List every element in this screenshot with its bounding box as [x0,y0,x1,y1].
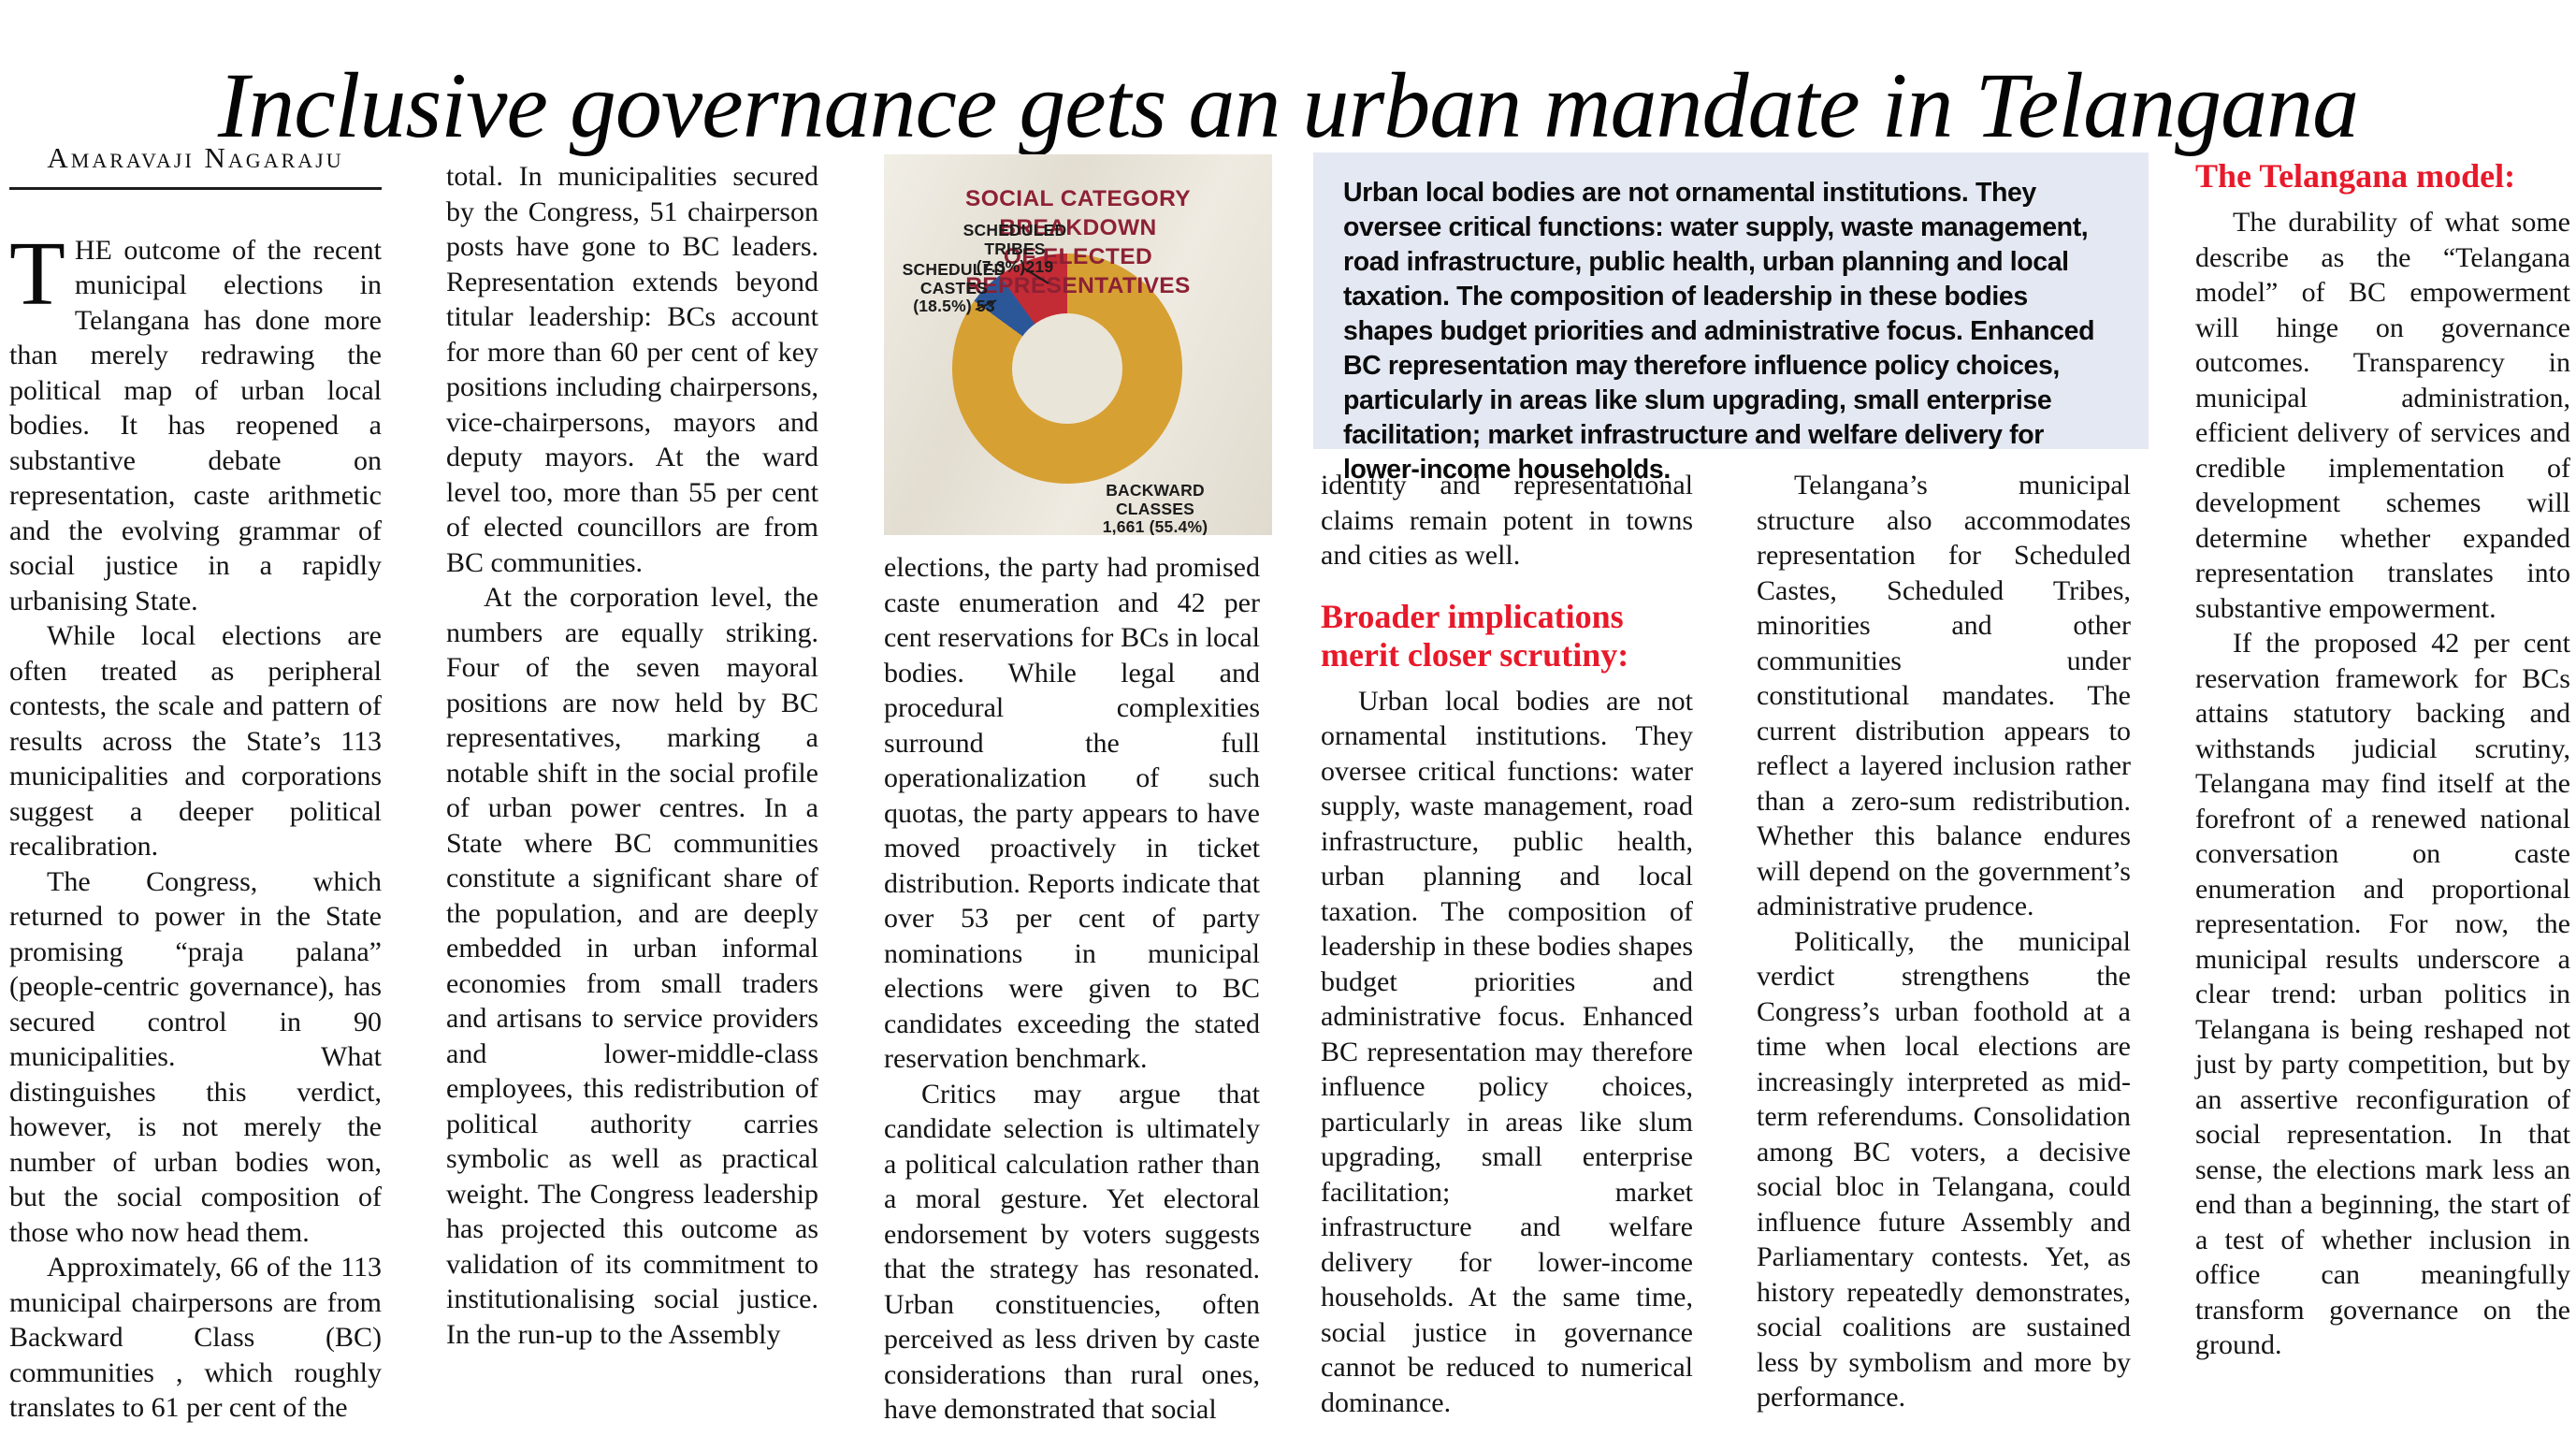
subhead-telangana-model: The Telangana model: [2195,157,2516,195]
subhead-broader-implications: Broader implications merit closer scruti… [1321,597,1629,674]
paragraph: While local elections are often treated … [9,620,382,862]
chart-callout-lines [975,268,1049,311]
chart-title-line2: OF ELECTED REPRESENTATIVES [965,244,1191,298]
paragraph: elections, the party had promised caste … [884,552,1260,1074]
pull-quote-box: Urban local bodies are not ornamental in… [1313,152,2149,485]
chart-label-line: (7.3%)219 [976,257,1054,276]
donut-ring [952,254,1182,484]
chart-label-line: 1,661 (55.4%) [1102,517,1208,535]
paragraph: identity and representational claims rem… [1321,470,1693,571]
chart-label-line: SCHEDULED [962,221,1067,239]
paragraph: Urban local bodies are not ornamental in… [1321,685,1693,1418]
column-6: The Telangana model: The durability of w… [2195,157,2570,1363]
paragraph: Politically, the municipal verdict stren… [1757,925,2131,1414]
article-headline: Inclusive governance gets an urban manda… [217,53,2359,157]
paragraph: Critics may argue that candidate selecti… [884,1078,1260,1426]
chart-label-line: CLASSES [1115,499,1195,518]
column-4: identity and representational claims rem… [1321,468,1693,1420]
chart-label-line: CASTES [919,278,989,297]
chart-label-line: SCHEDULED [902,260,1006,279]
paragraph: total. In municipalities secured by the … [446,161,818,578]
chart-label-line: (18.5%) 53 [913,297,995,315]
chart-label-backward-classes: BACKWARD CLASSES 1,661 (55.4%) [1076,481,1235,535]
paragraph: Telangana’s municipal structure also acc… [1757,470,2131,921]
column-1: Amaravaji Nagaraju THE outcome of the re… [9,140,382,1426]
paragraph: If the proposed 42 per cent reservation … [2195,628,2570,1360]
chart-label-scheduled-tribes: SCHEDULED TRIBES (7.3%)219 [940,221,1090,277]
column-5: Telangana’s municipal structure also acc… [1757,468,2131,1415]
chart-label-scheduled-castes: SCHEDULED CASTES (18.5%) 53 [884,260,1024,316]
byline: Amaravaji Nagaraju [47,141,344,174]
chart-label-line: TRIBES [984,239,1046,258]
paragraph: Approximately, 66 of the 113 municipal c… [9,1252,382,1423]
paragraph: THE outcome of the recent municipal elec… [9,223,382,616]
paragraph: The Congress, which returned to power in… [9,865,382,1248]
chart-title: SOCIAL CATEGORY BREAKDOWN OF ELECTED REP… [891,184,1264,300]
paragraph: At the corporation level, the numbers ar… [446,582,818,1350]
chart-label-line: BACKWARD [1106,481,1205,500]
byline-rule [9,186,382,190]
paragraph: The durability of what some describe as … [2195,207,2570,624]
column-2: total. In municipalities secured by the … [446,159,818,1352]
column-3: elections, the party had promised caste … [884,550,1260,1428]
chart-title-line1: SOCIAL CATEGORY BREAKDOWN [964,186,1192,240]
donut-hole [1012,313,1122,424]
donut-chart: SOCIAL CATEGORY BREAKDOWN OF ELECTED REP… [884,154,1272,535]
